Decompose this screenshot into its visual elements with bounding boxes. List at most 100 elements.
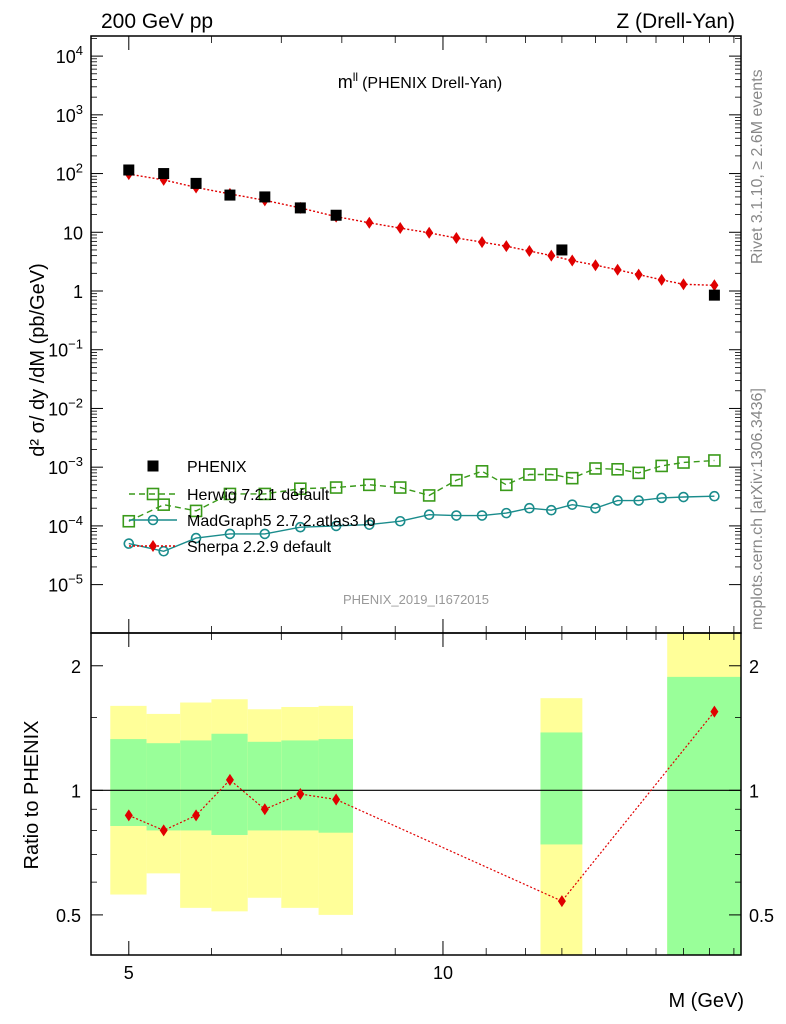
madgraph-point <box>501 507 512 519</box>
sherpa-point <box>710 705 719 718</box>
legend-label: Herwig 7.2.1 default <box>187 487 330 504</box>
herwig-point <box>146 487 160 501</box>
madgraph-point <box>394 515 406 527</box>
madgraph-point <box>224 528 236 540</box>
ratio-band-green <box>667 676 741 955</box>
herwig-point <box>655 459 668 473</box>
data-point <box>294 202 306 214</box>
madgraph-point <box>678 491 689 503</box>
ratio-band-green <box>281 740 319 831</box>
ratio-band-green <box>247 741 282 831</box>
herwig-point <box>122 514 136 528</box>
sherpa-point <box>657 273 666 286</box>
series-line <box>128 173 715 286</box>
ratio-tick-label-left: 2 <box>71 657 81 677</box>
ratio-frame <box>90 632 742 956</box>
herwig-point <box>475 465 489 478</box>
y-tick-label: 103 <box>56 102 83 126</box>
sherpa-point <box>425 226 434 239</box>
data-point <box>158 168 170 180</box>
madgraph-point <box>633 495 644 506</box>
sherpa-point <box>591 259 600 272</box>
herwig-point <box>565 471 579 485</box>
madgraph-point <box>566 499 578 510</box>
sherpa-point <box>613 263 622 276</box>
sherpa-point <box>225 773 234 786</box>
y-tick-label: 10−4 <box>48 513 83 537</box>
y-axis-label: d² σ/ dy /dM (pb/GeV) <box>27 263 49 457</box>
madgraph-point <box>524 502 535 514</box>
x-axis-label: M (GeV) <box>668 990 744 1012</box>
ratio-band-green <box>318 739 354 833</box>
data-point <box>556 244 568 256</box>
ratio-band-green <box>540 732 583 845</box>
sherpa-point <box>124 809 133 822</box>
sherpa-point <box>710 279 719 292</box>
herwig-point <box>611 462 624 476</box>
herwig-point <box>589 462 602 475</box>
sherpa-point <box>568 254 577 267</box>
herwig-point <box>545 468 558 481</box>
data-point <box>224 189 236 201</box>
series-line <box>128 459 715 522</box>
title-rest: (PHENIX Drell-Yan) <box>362 75 502 92</box>
madgraph-point <box>364 519 375 530</box>
sherpa-point <box>478 236 487 249</box>
madgraph-point <box>423 509 435 521</box>
y-tick-label: 10−3 <box>48 454 83 478</box>
madgraph-point <box>656 492 667 504</box>
y-tick-label: 10−1 <box>48 337 83 361</box>
herwig-point <box>189 504 203 518</box>
madgraph-point <box>190 532 202 544</box>
legend: PHENIX Herwig 7.2.1 default MadGraph5 2.7.… <box>129 459 376 556</box>
header-left: 200 GeV pp <box>101 10 213 33</box>
ratio-tick-label-right: 1 <box>749 781 759 801</box>
herwig-point <box>363 478 376 492</box>
plot-title: mll (PHENIX Drell-Yan) <box>338 70 503 92</box>
data-point <box>259 191 271 203</box>
source-label: mcplots.cern.ch [arXiv:1306.3436] <box>749 388 766 630</box>
y-tick-label: 1 <box>73 282 83 302</box>
madgraph-point <box>709 490 720 502</box>
herwig-point <box>157 498 170 511</box>
herwig-point <box>329 481 343 494</box>
sherpa-point <box>679 278 688 291</box>
ratio-y-axis-label: Ratio to PHENIX <box>21 721 43 870</box>
herwig-point <box>223 487 237 501</box>
data-point <box>330 209 342 221</box>
y-tick-label: 10 <box>63 223 83 243</box>
herwig-point <box>450 473 463 487</box>
legend-label: MadGraph5 2.7.2.atlas3 lo <box>187 513 376 530</box>
ratio-tick-label-right: 2 <box>749 657 759 677</box>
herwig-point <box>294 482 307 495</box>
rivet-label: Rivet 3.1.10, ≥ 2.6M events <box>749 69 766 264</box>
sherpa-point <box>296 787 305 800</box>
herwig-point <box>258 487 272 501</box>
madgraph-point <box>158 545 169 557</box>
madgraph-point <box>546 504 557 516</box>
sherpa-point <box>502 240 511 253</box>
sherpa-point <box>192 809 201 822</box>
series-line <box>128 495 715 553</box>
ratio-tick-label-left: 1 <box>71 781 81 801</box>
data-point <box>147 460 159 472</box>
data-point <box>123 164 135 176</box>
sherpa-point <box>149 540 157 552</box>
y-tick-label: 102 <box>56 161 83 185</box>
header-right: Z (Drell-Yan) <box>616 10 735 33</box>
sherpa-point <box>557 895 566 908</box>
madgraph-point <box>259 528 271 540</box>
title-sup: ll <box>353 70 358 84</box>
madgraph-point <box>123 538 135 549</box>
data-point <box>708 289 720 301</box>
herwig-point <box>393 481 407 494</box>
madgraph-point <box>476 510 488 521</box>
sherpa-point <box>547 249 556 262</box>
madgraph-point <box>590 502 601 514</box>
y-tick-label: 104 <box>56 43 83 67</box>
herwig-point <box>677 456 690 469</box>
madgraph-point <box>330 520 342 532</box>
sherpa-point <box>634 268 643 281</box>
